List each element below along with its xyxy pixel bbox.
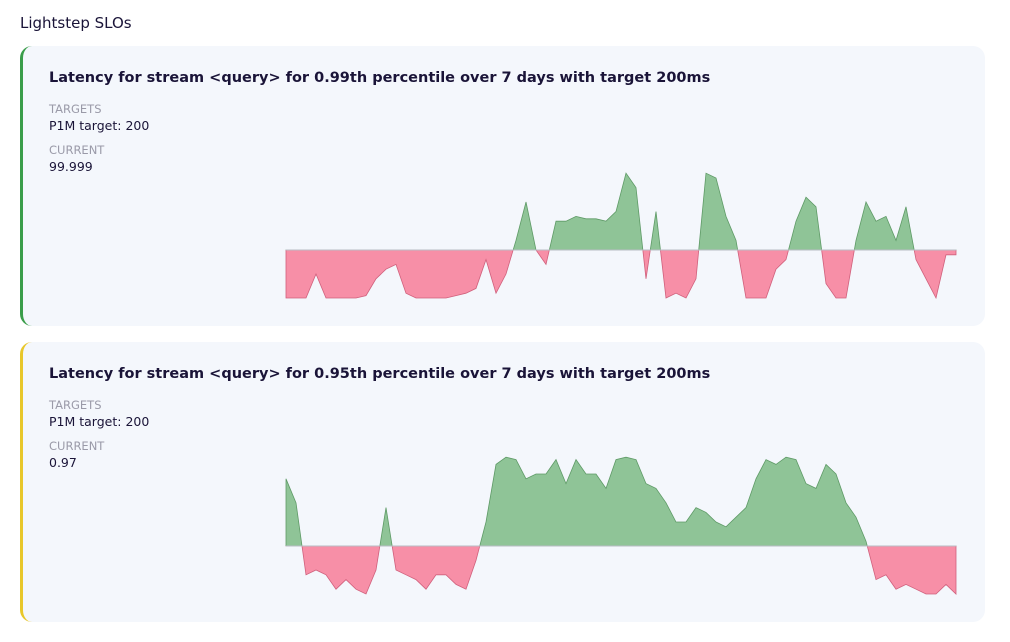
- slo-chart: [285, 456, 957, 595]
- area-below-target: [285, 250, 957, 300]
- current-value: 99.999: [49, 159, 93, 174]
- slo-card: Latency for stream <query> for 0.95th pe…: [20, 342, 985, 622]
- current-label: CURRENT: [49, 143, 105, 157]
- card-title: Latency for stream <query> for 0.95th pe…: [49, 366, 711, 382]
- card-title: Latency for stream <query> for 0.99th pe…: [49, 70, 711, 86]
- current-label: CURRENT: [49, 439, 105, 453]
- area-above-target: [285, 456, 957, 546]
- current-value: 0.97: [49, 455, 77, 470]
- slo-chart: [285, 172, 957, 300]
- slo-card: Latency for stream <query> for 0.99th pe…: [20, 46, 985, 326]
- targets-label: TARGETS: [49, 398, 102, 412]
- targets-label: TARGETS: [49, 102, 102, 116]
- area-above-target: [285, 172, 957, 250]
- target-value: P1M target: 200: [49, 118, 150, 133]
- page-title: Lightstep SLOs: [20, 14, 132, 32]
- target-value: P1M target: 200: [49, 414, 150, 429]
- area-below-target: [285, 546, 957, 595]
